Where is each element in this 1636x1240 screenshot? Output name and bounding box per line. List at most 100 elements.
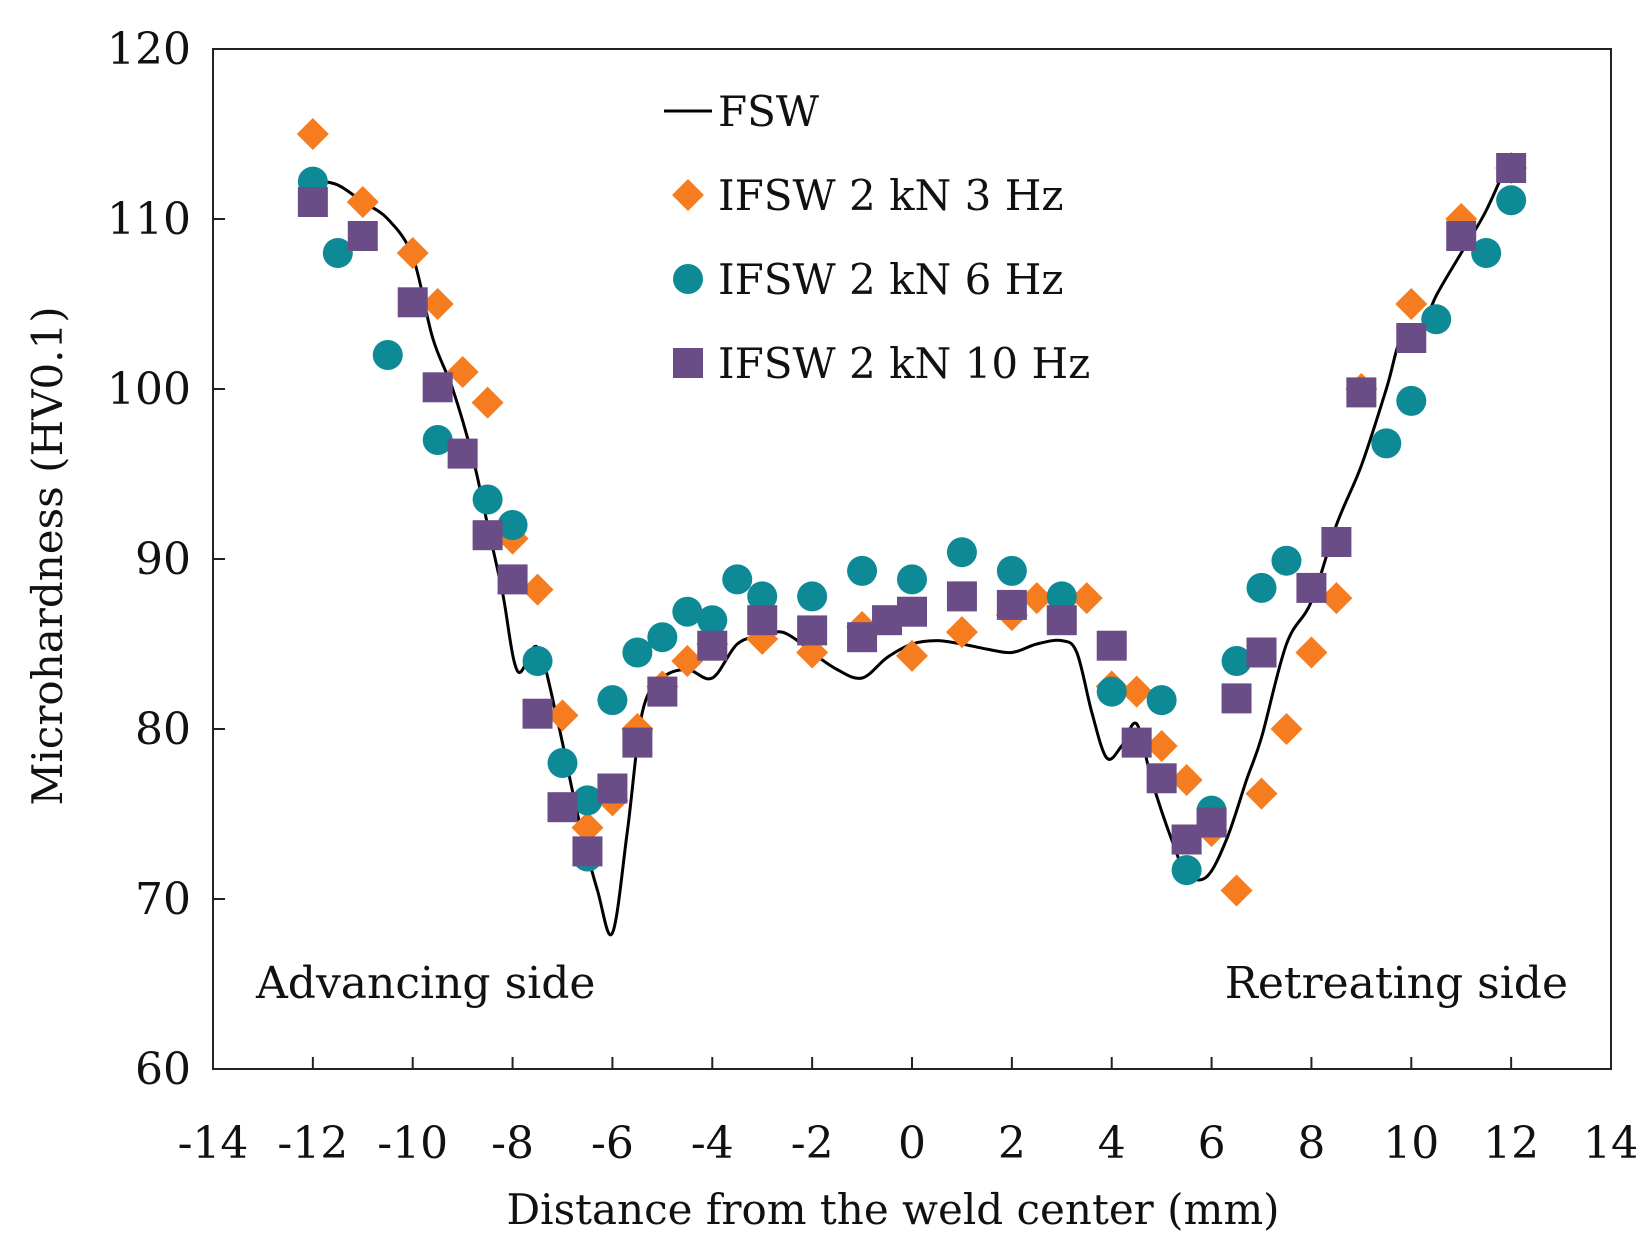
y-tick-label: 120 (107, 24, 191, 75)
circle-point (672, 596, 703, 627)
circle-point (1221, 646, 1252, 676)
legend-swatch-circle (673, 264, 703, 294)
circle-point (1046, 581, 1077, 612)
legend-label: FSW (718, 87, 820, 136)
square-point (297, 187, 328, 217)
y-tick-label: 90 (135, 534, 191, 585)
legend-label: IFSW 2 kN 3 Hz (718, 171, 1063, 220)
circle-point (597, 685, 628, 716)
square-point (946, 581, 977, 612)
x-tick-label: 0 (898, 1118, 926, 1169)
square-point (447, 438, 478, 469)
circle-point (547, 748, 578, 778)
circle-point (647, 622, 678, 653)
circle-point (1146, 685, 1177, 716)
fsw-line (312, 153, 1513, 937)
diamond-point (896, 639, 928, 672)
diamond-point (671, 645, 704, 677)
square-point (1396, 323, 1427, 353)
diamond-point (1070, 582, 1103, 615)
x-tick-label: -8 (491, 1118, 534, 1169)
x-tick-label: -10 (377, 1118, 448, 1169)
x-tick-label: 8 (1297, 1118, 1325, 1169)
square-point (497, 564, 528, 595)
square-point (1246, 637, 1277, 668)
legend: FSW IFSW 2 kN 3 Hz IFSW 2 kN 6 Hz IFSW 2 kN… (664, 87, 1090, 388)
x-tick-label: 4 (1098, 1118, 1126, 1169)
square-point (1221, 683, 1252, 714)
square-point (522, 698, 553, 729)
square-point (697, 630, 728, 661)
circle-point (322, 238, 353, 268)
square-point (547, 792, 578, 823)
diamond-point (471, 386, 504, 419)
diamond-point (1320, 582, 1353, 615)
y-tick-label: 80 (135, 704, 191, 755)
plot-layer (296, 118, 1528, 937)
square-point (1446, 221, 1477, 251)
y-axis-title: Microhardness (HV0.1) (23, 306, 72, 805)
circle-point (747, 581, 778, 612)
circle-point (1371, 428, 1402, 459)
x-tick-label: -4 (691, 1118, 734, 1169)
square-point (1121, 727, 1152, 758)
circle-point (622, 637, 653, 668)
circle-point (472, 484, 503, 515)
circle-point (422, 425, 453, 455)
square-point (1046, 605, 1077, 636)
y-tick-label: 70 (135, 874, 191, 925)
circle-point (1396, 385, 1427, 416)
circle-point (847, 555, 878, 586)
square-point (397, 287, 428, 318)
x-tick-label: -6 (591, 1118, 634, 1169)
square-point (422, 372, 453, 403)
circle-point (996, 555, 1027, 586)
square-point (1321, 527, 1352, 557)
square-point (1496, 153, 1527, 183)
series-ifsw-2-kn-6-hz (297, 166, 1527, 886)
diamond-point (1145, 730, 1178, 762)
y-tick-label: 110 (107, 194, 191, 245)
diamond-point (1295, 636, 1328, 669)
diamond-point (521, 573, 554, 606)
diamond-point (421, 288, 454, 320)
square-point (1096, 630, 1127, 661)
square-point (572, 836, 603, 867)
circle-point (946, 537, 977, 568)
circle-point (1496, 185, 1527, 216)
legend-label: IFSW 2 kN 10 Hz (718, 339, 1090, 388)
x-tick-label: -2 (791, 1118, 834, 1169)
circle-point (372, 340, 403, 370)
circle-point (497, 510, 528, 540)
circle-point (897, 564, 927, 595)
diamond-point (296, 118, 329, 150)
square-point (996, 589, 1027, 620)
diamond-point (1220, 874, 1253, 907)
square-point (347, 221, 378, 251)
diamond-point (346, 186, 379, 218)
square-point (1146, 763, 1177, 794)
diamond-point (1270, 713, 1303, 745)
y-tick-label: 100 (107, 364, 191, 415)
x-tick-label: 14 (1583, 1118, 1636, 1169)
circle-point (797, 581, 828, 612)
diamond-point (945, 616, 978, 649)
series-ifsw-2-kn-10-hz (297, 153, 1527, 867)
diamond-point (1245, 777, 1278, 810)
square-point (897, 596, 927, 627)
x-tick-label: 2 (998, 1118, 1026, 1169)
diamond-point (1395, 288, 1428, 320)
square-point (747, 605, 778, 636)
diamond-point (571, 811, 604, 844)
x-tick-label: 12 (1483, 1118, 1539, 1169)
y-tick-label: 60 (135, 1044, 191, 1095)
circle-point (1171, 855, 1202, 886)
legend-label: IFSW 2 kN 6 Hz (718, 255, 1063, 304)
x-tick-label: 6 (1198, 1118, 1226, 1169)
square-point (797, 615, 828, 646)
circle-point (1246, 572, 1277, 603)
x-tick-label: -14 (178, 1118, 249, 1169)
diamond-point (446, 356, 479, 388)
x-tick-label: -12 (277, 1118, 348, 1169)
diamond-point (1020, 582, 1053, 615)
